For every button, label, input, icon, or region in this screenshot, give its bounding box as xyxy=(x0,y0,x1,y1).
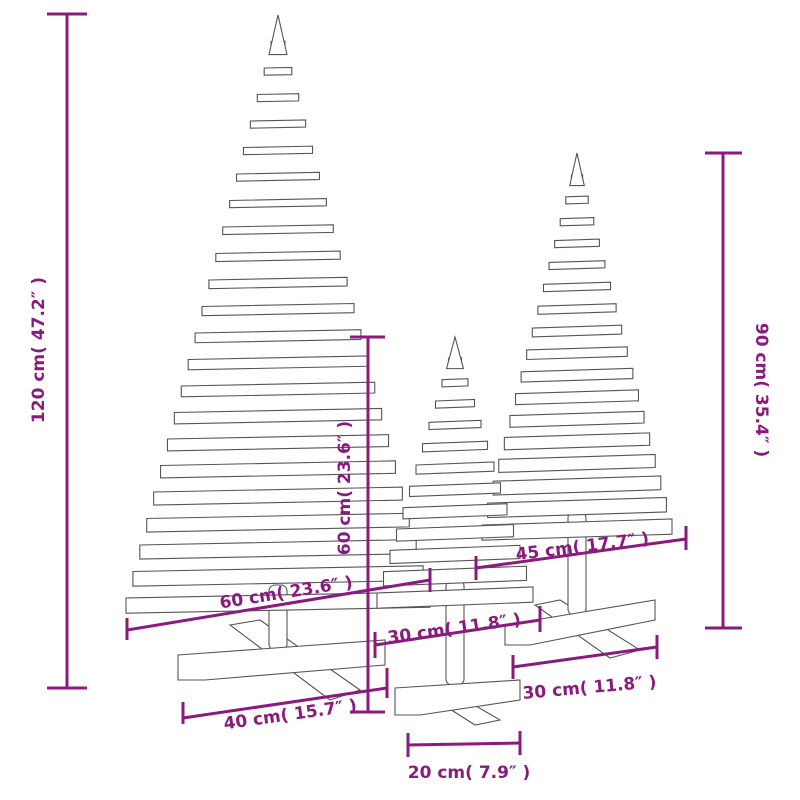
small-height-label: 60 cm( 23.6″ ) xyxy=(335,421,355,555)
slat xyxy=(187,355,369,371)
slat xyxy=(376,586,534,609)
slat xyxy=(208,276,348,290)
slat xyxy=(520,367,634,383)
base-front-board xyxy=(504,599,656,646)
slat xyxy=(526,346,628,361)
medium-tree xyxy=(481,152,673,659)
slat xyxy=(395,523,515,542)
large-base-line xyxy=(181,668,389,724)
slat xyxy=(153,486,403,506)
slat xyxy=(194,329,362,344)
slat xyxy=(215,250,341,263)
small-tree xyxy=(376,334,534,726)
slat xyxy=(487,496,667,519)
slat xyxy=(514,389,640,406)
small-width-line xyxy=(373,606,542,658)
slat xyxy=(503,432,651,451)
dimension-lines xyxy=(47,12,742,757)
slat xyxy=(408,482,502,498)
medium-base-line xyxy=(511,635,659,679)
small-base-line xyxy=(406,731,522,757)
slat xyxy=(242,145,314,156)
slat xyxy=(159,460,397,479)
slat xyxy=(559,217,595,227)
slat xyxy=(173,407,383,425)
slat xyxy=(201,302,355,317)
slat xyxy=(428,419,482,431)
tree-tip xyxy=(569,152,585,187)
slat xyxy=(263,66,293,76)
slat xyxy=(249,119,307,129)
base-front-board xyxy=(177,639,386,681)
slat xyxy=(421,440,489,453)
slat xyxy=(537,303,617,315)
slat xyxy=(554,238,600,249)
medium-height-label: 90 cm( 35.4″ ) xyxy=(751,323,771,457)
slat xyxy=(389,544,521,565)
small-height-line xyxy=(350,335,385,714)
slat xyxy=(229,198,327,209)
slat xyxy=(125,591,431,614)
slat xyxy=(441,378,469,388)
trees xyxy=(125,14,673,726)
slat xyxy=(492,475,662,496)
slat xyxy=(498,453,656,474)
tree-tip xyxy=(268,14,288,56)
medium-width-line xyxy=(474,526,688,580)
base-front-board xyxy=(394,679,521,716)
large-tree xyxy=(125,14,431,701)
slat xyxy=(146,512,410,533)
slat xyxy=(166,434,390,452)
slat xyxy=(565,195,589,205)
slat xyxy=(415,461,495,475)
slat xyxy=(180,381,376,398)
slat xyxy=(235,171,321,182)
slat xyxy=(139,538,417,560)
slat xyxy=(132,565,424,587)
slat xyxy=(509,410,645,428)
slat xyxy=(548,260,606,271)
slat xyxy=(542,281,612,293)
large-width-line xyxy=(125,568,432,640)
slat xyxy=(434,398,476,409)
slat xyxy=(402,503,508,520)
small-base-label: 20 cm( 7.9″ ) xyxy=(408,763,530,783)
slat xyxy=(256,93,300,103)
large-height-line xyxy=(47,12,87,690)
slat xyxy=(222,224,334,236)
medium-base-label: 30 cm( 11.8″ ) xyxy=(522,672,658,704)
large-height-label: 120 cm( 47.2″ ) xyxy=(29,277,49,423)
slat xyxy=(531,324,623,338)
tree-tip xyxy=(445,334,465,370)
medium-height-line xyxy=(705,151,742,630)
